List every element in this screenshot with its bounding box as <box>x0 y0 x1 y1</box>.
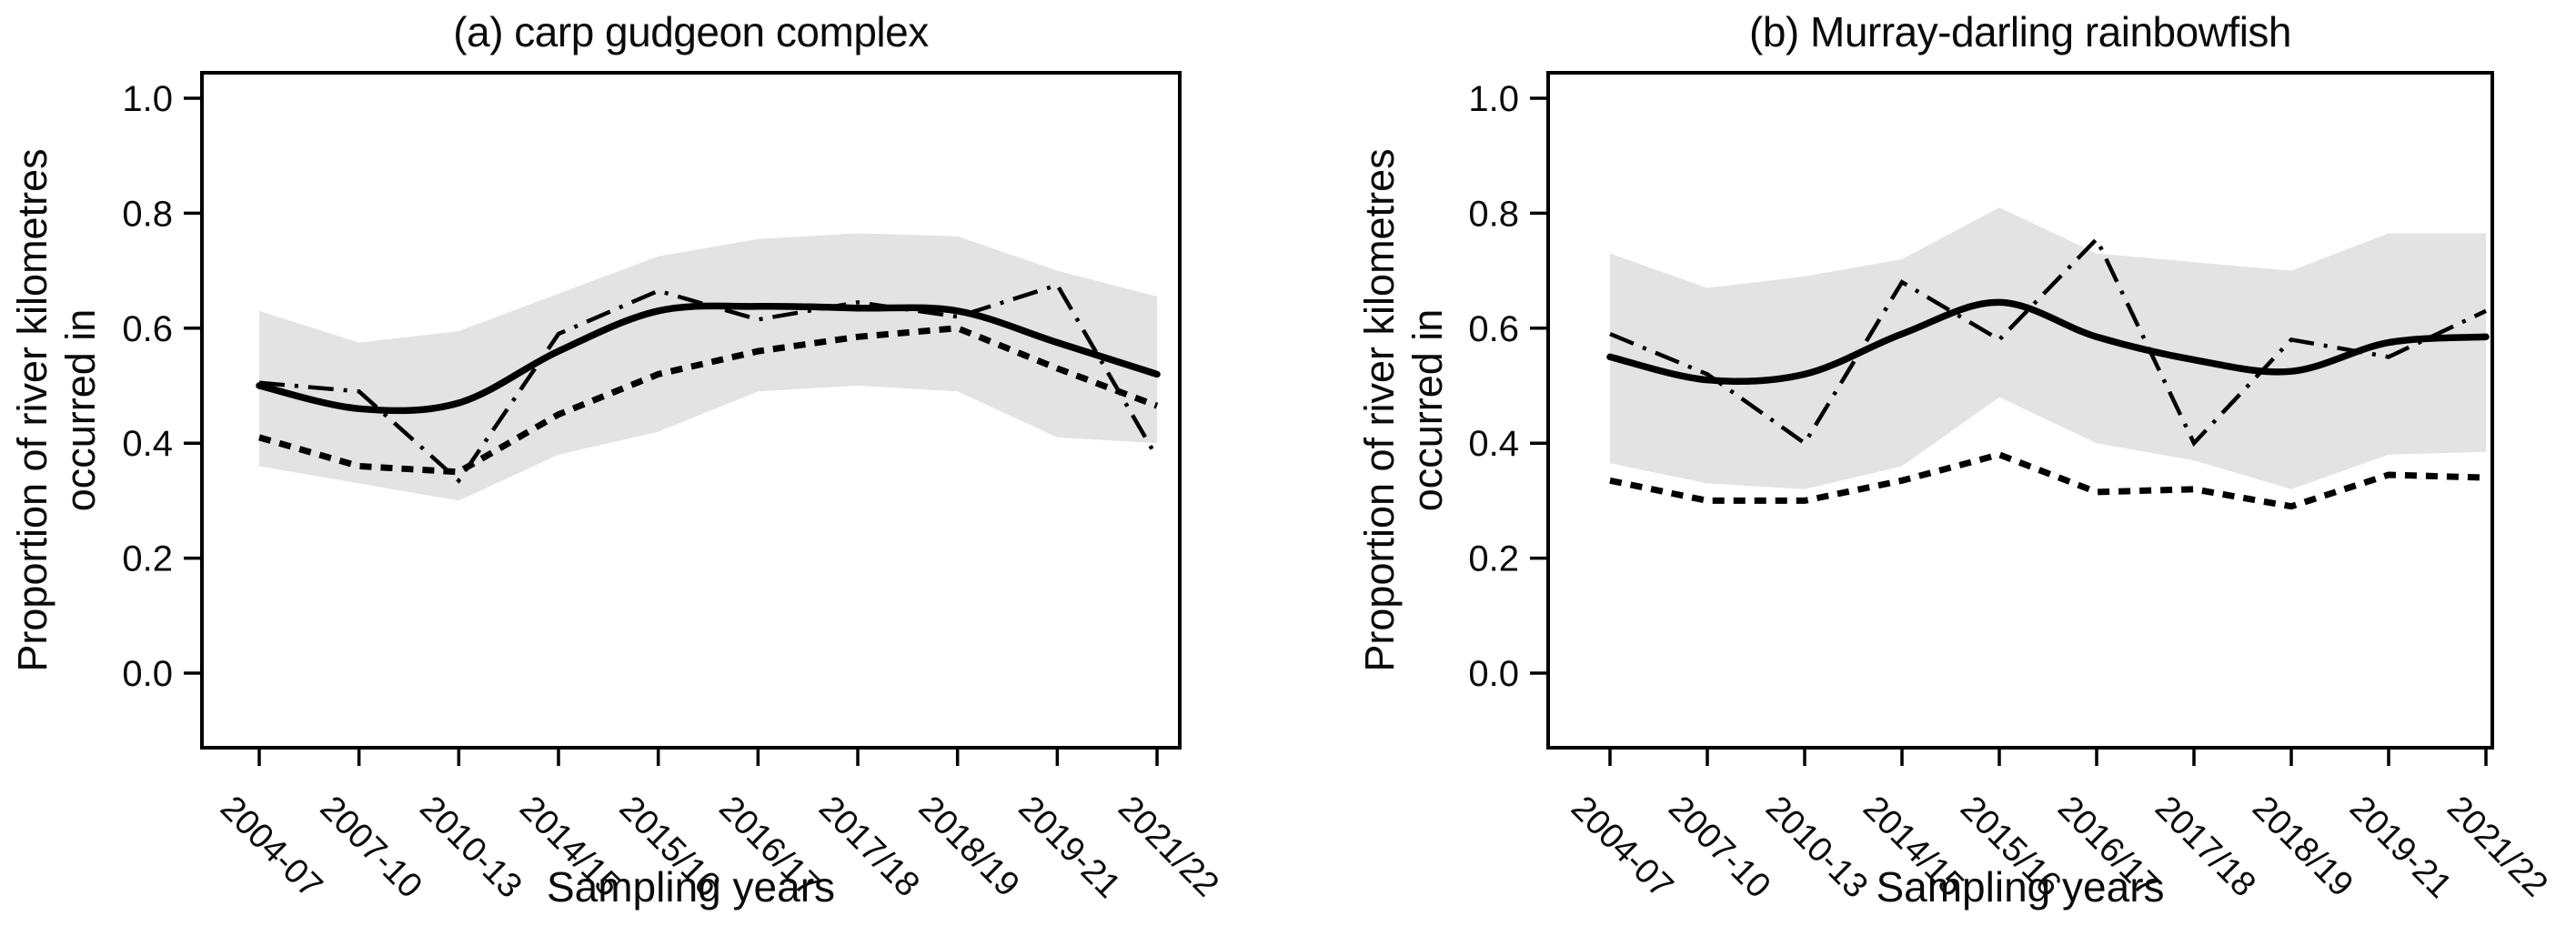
x-tick-label: 2004-07 <box>213 789 329 905</box>
x-tick-label: 2017/18 <box>2148 789 2263 904</box>
x-tick-label: 2021/22 <box>1111 789 1226 904</box>
shaded-confidence-band <box>259 233 1157 501</box>
y-tick-label: 0.2 <box>1468 539 1519 579</box>
dash-dot-line <box>1609 235 2487 448</box>
y-tick-label: 0.8 <box>122 194 173 234</box>
panel-a-title: (a) carp gudgeon complex <box>453 8 929 55</box>
x-tick-label: 2019-21 <box>2342 789 2459 905</box>
shaded-confidence-band <box>1610 207 2486 489</box>
panel-a-x-axis-label: Sampling years <box>546 863 836 911</box>
plot-frame <box>200 71 1182 750</box>
y-tick-label: 0.6 <box>122 309 173 349</box>
x-tick-label: 2018/19 <box>2245 789 2360 904</box>
x-tick-label: 2018/19 <box>911 789 1027 904</box>
x-tick-label: 2019-21 <box>1011 789 1127 905</box>
x-tick-label: 2010-13 <box>412 789 528 905</box>
solid-smoothed-line <box>256 302 1161 415</box>
y-tick-label: 1.0 <box>1468 79 1519 119</box>
plot-frame <box>1546 71 2494 750</box>
y-tick-label: 0.8 <box>1468 194 1519 234</box>
panel-b-title: (b) Murray-darling rainbowfish <box>1749 8 2291 55</box>
x-tick-label: 2021/22 <box>2440 789 2555 904</box>
y-tick-label: 0.4 <box>1468 424 1519 464</box>
panel-b: (b) Murray-darling rainbowfish Proportio… <box>1288 0 2576 926</box>
x-tick-label: 2007-10 <box>313 789 429 905</box>
y-tick-label: 0.0 <box>122 654 173 694</box>
x-tick-label: 2004-07 <box>1564 789 1680 905</box>
y-tick-label: 0.4 <box>122 424 173 464</box>
y-tick-label: 0.6 <box>1468 309 1519 349</box>
solid-smoothed-line <box>1606 298 2490 386</box>
panel-a: (a) carp gudgeon complex Proportion of r… <box>9 8 1226 911</box>
x-tick-label: 2010-13 <box>1758 789 1875 905</box>
bold-dashed-line <box>258 325 1159 476</box>
bold-dashed-line <box>1609 451 2487 510</box>
x-tick-label: 2007-10 <box>1661 789 1777 905</box>
y-tick-label: 1.0 <box>122 79 173 119</box>
y-tick-label: 0.0 <box>1468 654 1519 694</box>
dash-dot-line <box>258 282 1159 484</box>
panel-b-x-axis-label: Sampling years <box>1876 863 2165 911</box>
y-tick-label: 0.2 <box>122 539 173 579</box>
